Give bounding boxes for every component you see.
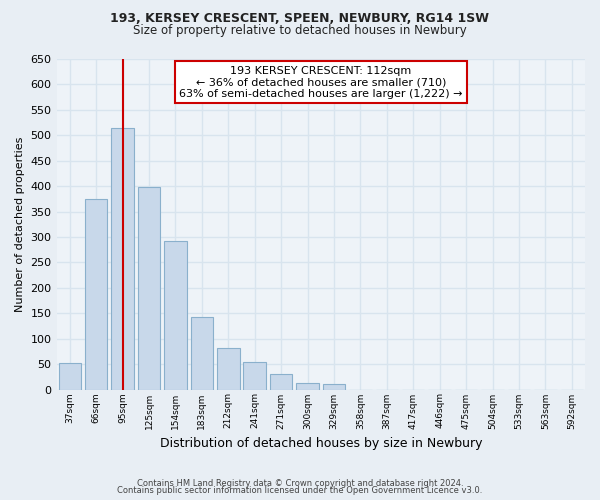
Text: 193 KERSEY CRESCENT: 112sqm
← 36% of detached houses are smaller (710)
63% of se: 193 KERSEY CRESCENT: 112sqm ← 36% of det… xyxy=(179,66,463,99)
Text: Contains public sector information licensed under the Open Government Licence v3: Contains public sector information licen… xyxy=(118,486,482,495)
Bar xyxy=(217,348,239,390)
Bar xyxy=(112,128,134,390)
Bar xyxy=(85,199,107,390)
Bar xyxy=(323,384,345,390)
Bar xyxy=(296,383,319,390)
Y-axis label: Number of detached properties: Number of detached properties xyxy=(15,136,25,312)
Bar xyxy=(138,187,160,390)
Text: Size of property relative to detached houses in Newbury: Size of property relative to detached ho… xyxy=(133,24,467,37)
Bar xyxy=(270,374,292,390)
Text: Contains HM Land Registry data © Crown copyright and database right 2024.: Contains HM Land Registry data © Crown c… xyxy=(137,478,463,488)
Bar xyxy=(244,362,266,390)
X-axis label: Distribution of detached houses by size in Newbury: Distribution of detached houses by size … xyxy=(160,437,482,450)
Bar xyxy=(191,317,213,390)
Bar xyxy=(59,363,81,390)
Bar xyxy=(164,241,187,390)
Text: 193, KERSEY CRESCENT, SPEEN, NEWBURY, RG14 1SW: 193, KERSEY CRESCENT, SPEEN, NEWBURY, RG… xyxy=(110,12,490,26)
